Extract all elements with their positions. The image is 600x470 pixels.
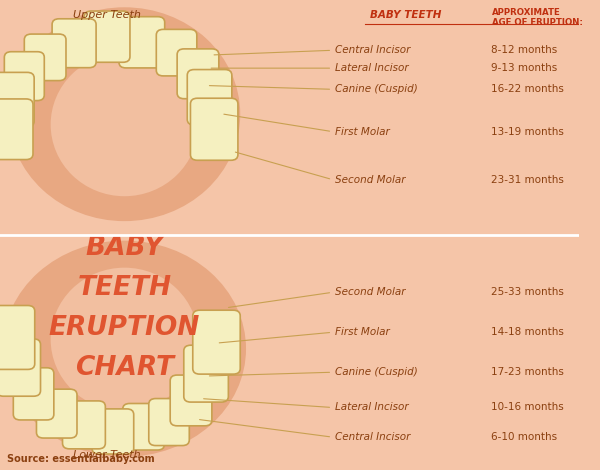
FancyBboxPatch shape [4, 52, 44, 101]
FancyBboxPatch shape [170, 375, 212, 426]
Text: Canine (Cuspid): Canine (Cuspid) [335, 84, 418, 94]
Text: Central Incisor: Central Incisor [335, 432, 410, 442]
FancyBboxPatch shape [184, 345, 229, 402]
Text: First Molar: First Molar [335, 327, 389, 337]
Text: 23-31 months: 23-31 months [491, 174, 564, 185]
FancyBboxPatch shape [123, 403, 164, 450]
Text: First Molar: First Molar [335, 126, 389, 137]
FancyBboxPatch shape [92, 409, 134, 454]
Text: Lateral Incisor: Lateral Incisor [335, 63, 408, 73]
Text: ERUPTION: ERUPTION [49, 315, 200, 341]
Text: 17-23 months: 17-23 months [491, 367, 564, 377]
Text: 6-10 months: 6-10 months [491, 432, 557, 442]
Text: Central Incisor: Central Incisor [335, 45, 410, 55]
Text: AGE OF ERUPTION:: AGE OF ERUPTION: [492, 18, 583, 27]
Text: BABY TEETH: BABY TEETH [370, 10, 442, 20]
Text: 14-18 months: 14-18 months [491, 327, 564, 337]
FancyBboxPatch shape [149, 399, 189, 446]
FancyBboxPatch shape [25, 34, 66, 81]
Text: 8-12 months: 8-12 months [491, 45, 557, 55]
Text: 13-19 months: 13-19 months [491, 126, 564, 137]
Text: Upper Teeth: Upper Teeth [73, 10, 141, 20]
Text: 9-13 months: 9-13 months [491, 63, 557, 73]
FancyBboxPatch shape [13, 368, 54, 420]
Text: Lateral Incisor: Lateral Incisor [335, 402, 408, 413]
Text: 10-16 months: 10-16 months [491, 402, 563, 413]
Text: Canine (Cuspid): Canine (Cuspid) [335, 367, 418, 377]
Text: Second Molar: Second Molar [335, 287, 405, 298]
Text: APPROXIMATE: APPROXIMATE [492, 8, 561, 17]
FancyBboxPatch shape [62, 401, 106, 449]
FancyBboxPatch shape [0, 339, 41, 396]
Text: TEETH: TEETH [77, 274, 172, 301]
Text: 25-33 months: 25-33 months [491, 287, 564, 298]
Text: Source: essentialbaby.com: Source: essentialbaby.com [7, 454, 155, 464]
FancyBboxPatch shape [0, 99, 33, 160]
Ellipse shape [8, 8, 240, 221]
FancyBboxPatch shape [37, 389, 77, 438]
Text: BABY: BABY [85, 235, 164, 261]
FancyBboxPatch shape [187, 70, 232, 125]
Text: Second Molar: Second Molar [335, 174, 405, 185]
Text: CHART: CHART [75, 354, 174, 381]
FancyBboxPatch shape [156, 30, 197, 76]
FancyBboxPatch shape [0, 306, 35, 369]
FancyBboxPatch shape [190, 98, 238, 160]
FancyBboxPatch shape [177, 49, 219, 99]
FancyBboxPatch shape [52, 19, 96, 68]
FancyBboxPatch shape [84, 11, 130, 63]
FancyBboxPatch shape [193, 310, 240, 374]
Ellipse shape [50, 267, 198, 411]
Ellipse shape [3, 241, 246, 457]
FancyBboxPatch shape [0, 72, 34, 127]
FancyBboxPatch shape [119, 17, 164, 68]
Text: Lower Teeth: Lower Teeth [73, 450, 141, 460]
Ellipse shape [50, 53, 198, 196]
Text: 16-22 months: 16-22 months [491, 84, 564, 94]
